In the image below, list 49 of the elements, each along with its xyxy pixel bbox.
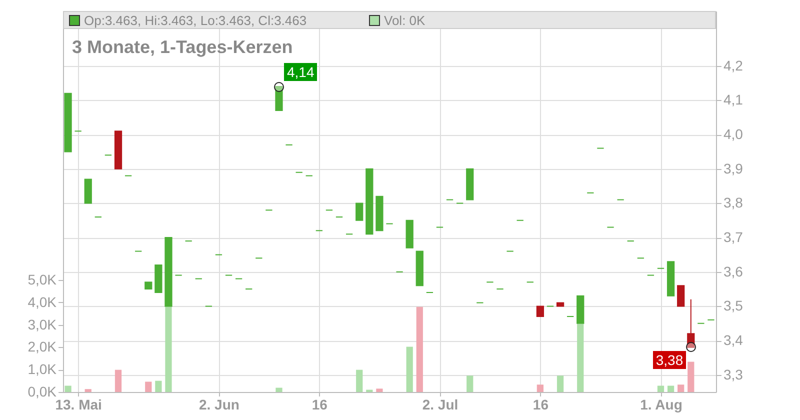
bar <box>145 382 152 392</box>
y-tick-label: 3,4 <box>724 332 744 348</box>
x-tick-label: 16 <box>532 396 549 412</box>
bar <box>678 384 684 392</box>
bar <box>406 346 413 392</box>
x-tick-label: 13. Mai <box>55 396 102 412</box>
y-tick-label: 3,9 <box>724 160 744 176</box>
y-tick-label: 4,2 <box>724 57 744 74</box>
x-tick-label: 2. Jul <box>422 396 458 412</box>
candlestick <box>356 202 364 221</box>
y2-tick-label: 1,0K <box>28 361 58 378</box>
y2-tick-label: 5,0K <box>28 271 58 288</box>
annotation: Vol: 0K <box>384 13 426 28</box>
bar <box>165 305 172 392</box>
annotation: 4,14 <box>284 62 318 80</box>
candlestick <box>677 285 685 307</box>
bar <box>376 388 383 392</box>
y2-tick-label: 4,0K <box>28 294 58 310</box>
y-tick-label: 3,5 <box>724 298 744 314</box>
y-tick-label: 3,8 <box>724 194 744 211</box>
bar <box>356 370 363 392</box>
bar <box>556 376 564 392</box>
y2-tick-label: 3,0K <box>28 316 58 332</box>
bar <box>577 324 584 392</box>
x-tick-label: 2. Jun <box>198 396 240 412</box>
x-tick-label: 16 <box>312 396 328 412</box>
bar <box>416 306 423 392</box>
bar <box>276 388 282 392</box>
bar <box>688 362 694 392</box>
y-tick-label: 3,3 <box>724 366 744 382</box>
bar <box>466 376 474 392</box>
text: 3 Monate, 1-Tages-Kerzen <box>72 37 293 58</box>
x-tick-label: 1. Aug <box>640 396 682 412</box>
bar <box>536 384 544 392</box>
y-tick-label: 3,7 <box>724 229 744 246</box>
bar <box>667 386 674 392</box>
annotation: Op:3.463, Hi:3.463, Lo:3.463, Cl:3.463 <box>84 13 307 28</box>
bar <box>657 386 664 392</box>
candlestick <box>536 306 544 317</box>
y-tick-label: 4,1 <box>724 92 744 108</box>
y2-tick-label: 2,0K <box>28 338 58 355</box>
bar <box>114 370 122 392</box>
bar <box>155 380 162 392</box>
y-tick-label: 4,0 <box>724 126 744 142</box>
annotation: 3,38 <box>652 351 686 370</box>
y-tick-label: 3,6 <box>724 263 744 280</box>
bar <box>84 389 92 392</box>
bar <box>64 386 72 392</box>
y2-tick-label: 0,0K <box>28 384 58 400</box>
